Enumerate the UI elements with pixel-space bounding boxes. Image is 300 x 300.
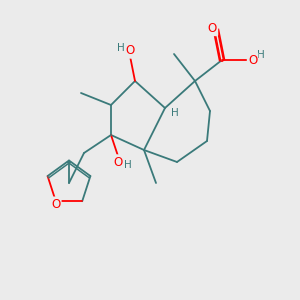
Text: O: O — [126, 44, 135, 58]
Text: O: O — [248, 53, 257, 67]
Text: O: O — [51, 198, 60, 211]
Text: H: H — [124, 160, 131, 170]
Text: O: O — [114, 155, 123, 169]
Text: H: H — [117, 43, 124, 53]
Text: H: H — [171, 107, 178, 118]
Text: H: H — [256, 50, 264, 61]
Text: O: O — [208, 22, 217, 35]
